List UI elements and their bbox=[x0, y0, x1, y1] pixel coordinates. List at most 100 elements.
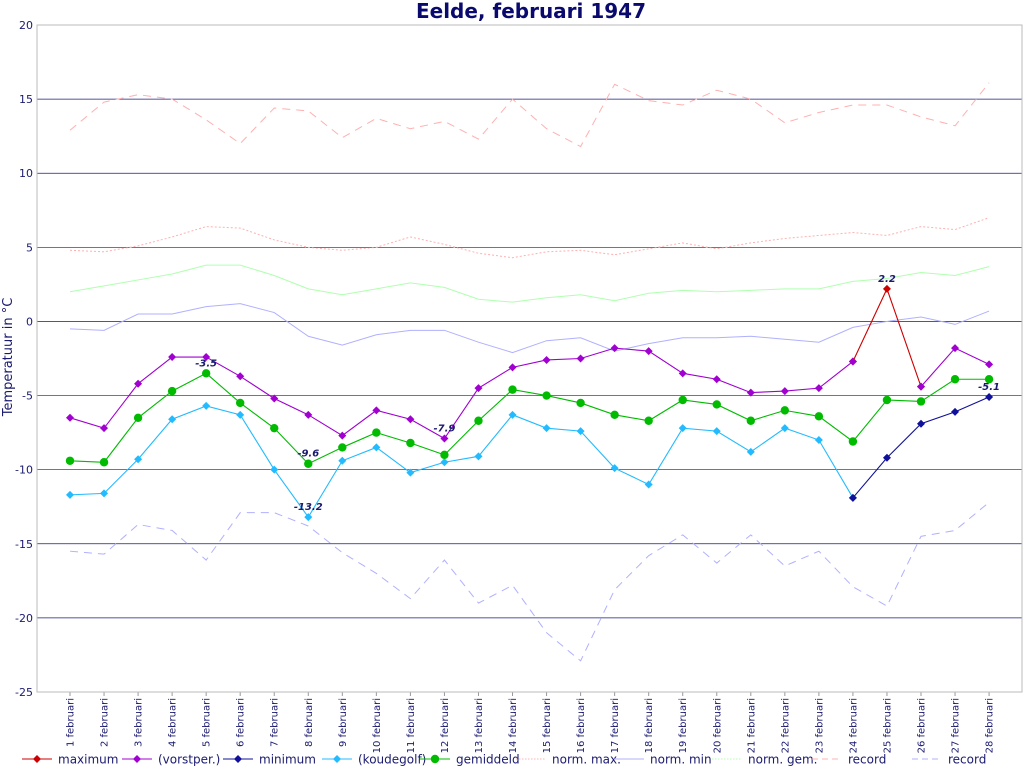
data-label: -9.6 bbox=[297, 449, 319, 460]
data-point bbox=[746, 447, 755, 456]
y-tick-label: 10 bbox=[19, 167, 33, 180]
data-point bbox=[780, 424, 789, 433]
plot-frame bbox=[36, 24, 1023, 693]
data-point bbox=[780, 406, 790, 415]
data-point bbox=[644, 347, 653, 356]
series-norm-gem bbox=[69, 264, 990, 303]
x-tick-label: 14 februari bbox=[508, 698, 519, 753]
data-label: -7.9 bbox=[434, 424, 456, 435]
legend-marker bbox=[333, 755, 341, 763]
data-point bbox=[202, 353, 211, 362]
legend: maximum (vorstper.) minimum (koudegolf) gemi… bbox=[22, 753, 986, 767]
data-point bbox=[951, 407, 960, 416]
data-point bbox=[712, 375, 721, 384]
data-point bbox=[542, 391, 551, 400]
data-point bbox=[644, 480, 653, 489]
legend-item: (koudegolf) bbox=[322, 753, 426, 767]
legend-label: record bbox=[948, 753, 986, 767]
data-point bbox=[610, 344, 619, 353]
data-point bbox=[270, 394, 279, 403]
data-point bbox=[882, 395, 892, 405]
series-koudegolf bbox=[66, 401, 857, 522]
chart-title: Eelde, februari 1947 bbox=[416, 0, 646, 23]
data-point bbox=[678, 424, 687, 433]
series-line bbox=[69, 372, 990, 465]
x-tick-label: 21 februari bbox=[746, 698, 757, 753]
x-tick-label: 26 februari bbox=[917, 698, 928, 753]
data-point bbox=[372, 428, 381, 437]
series-record bbox=[69, 82, 990, 148]
data-point bbox=[270, 465, 279, 474]
data-point bbox=[882, 284, 891, 293]
data-point bbox=[542, 424, 551, 433]
x-tick-label: 3 februari bbox=[134, 698, 145, 747]
x-tick-label: 11 februari bbox=[406, 698, 417, 753]
y-tick-label: -20 bbox=[15, 612, 33, 625]
data-point bbox=[814, 412, 824, 421]
data-point bbox=[712, 400, 721, 409]
legend-item: norm. min bbox=[614, 753, 712, 767]
legend-item: norm. max. bbox=[516, 753, 621, 767]
data-label: -13.2 bbox=[294, 502, 323, 513]
series-norm-max bbox=[69, 217, 990, 259]
x-tick-label: 7 februari bbox=[270, 698, 281, 747]
data-point bbox=[814, 436, 823, 445]
data-point bbox=[678, 395, 687, 405]
data-point bbox=[338, 456, 347, 465]
x-tick-label: 25 februari bbox=[882, 698, 893, 753]
data-label: 2.2 bbox=[878, 274, 896, 285]
series-gemiddeld bbox=[65, 369, 994, 468]
legend-item: norm. gem. bbox=[712, 753, 818, 767]
data-point bbox=[99, 458, 109, 467]
data-point bbox=[576, 427, 585, 436]
x-tick-label: 19 februari bbox=[678, 698, 689, 753]
series-minimum bbox=[848, 393, 994, 502]
data-point bbox=[270, 423, 279, 433]
x-tick-label: 6 februari bbox=[236, 698, 247, 747]
x-tick-label: 10 februari bbox=[372, 698, 383, 753]
legend-item: gemiddeld bbox=[420, 753, 520, 767]
data-point bbox=[917, 382, 925, 391]
data-point bbox=[916, 397, 926, 406]
legend-label: maximum bbox=[58, 753, 118, 767]
series-line bbox=[69, 405, 854, 519]
legend-item: minimum bbox=[223, 753, 316, 767]
x-tick-label: 22 februari bbox=[780, 698, 791, 753]
data-point bbox=[984, 375, 994, 384]
data-point bbox=[406, 438, 415, 448]
x-tick-label: 17 februari bbox=[610, 698, 621, 753]
data-point bbox=[372, 443, 381, 452]
data-point bbox=[576, 398, 585, 408]
x-tick-label: 9 februari bbox=[338, 698, 349, 747]
data-point bbox=[66, 413, 74, 422]
data-point bbox=[66, 490, 74, 499]
x-tick-label: 5 februari bbox=[202, 698, 213, 747]
data-point bbox=[100, 489, 109, 498]
legend-label: (koudegolf) bbox=[358, 753, 426, 767]
x-tick-label: 28 februari bbox=[985, 698, 996, 753]
data-point bbox=[746, 416, 755, 425]
x-tick-label: 18 februari bbox=[644, 698, 655, 753]
legend-marker bbox=[33, 755, 41, 763]
x-tick-label: 24 februari bbox=[848, 698, 859, 753]
data-point bbox=[202, 401, 211, 410]
data-point bbox=[168, 353, 177, 362]
grid-lines bbox=[37, 98, 1022, 619]
data-point bbox=[167, 386, 177, 396]
data-point bbox=[440, 458, 449, 467]
y-tick-label: 5 bbox=[26, 241, 33, 254]
data-point bbox=[406, 415, 415, 424]
data-point bbox=[134, 379, 143, 388]
data-point bbox=[168, 415, 177, 424]
legend-item: (vorstper.) bbox=[122, 753, 220, 767]
series-line bbox=[69, 82, 990, 148]
legend-label: (vorstper.) bbox=[158, 753, 220, 767]
data-point bbox=[780, 387, 789, 396]
x-tick-label: 13 februari bbox=[474, 698, 485, 753]
data-point bbox=[508, 410, 517, 419]
series-record bbox=[69, 501, 990, 662]
legend-marker bbox=[430, 754, 440, 764]
legend-item: record bbox=[812, 753, 886, 767]
